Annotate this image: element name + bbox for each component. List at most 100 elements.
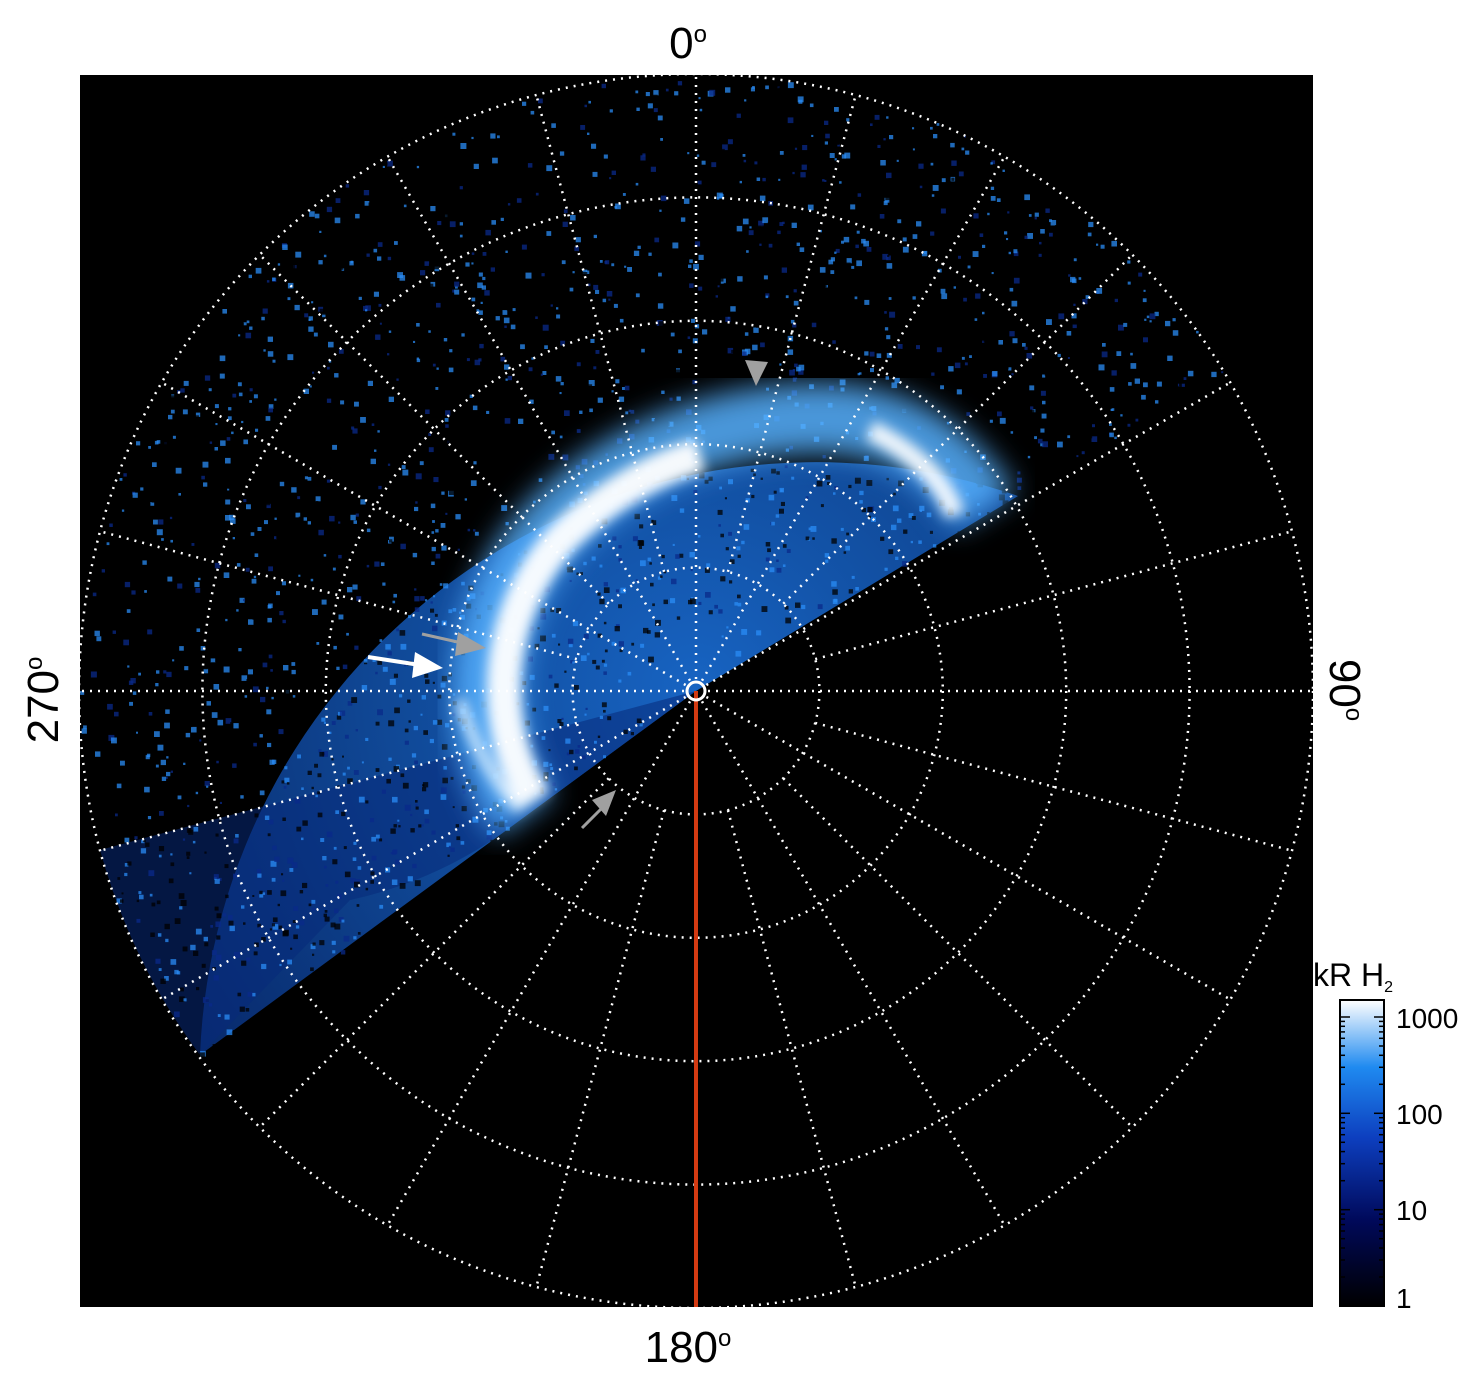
speckle (448, 609, 453, 614)
speckle (253, 951, 258, 956)
speckle (512, 308, 516, 312)
speckle (254, 942, 259, 948)
speckle (243, 599, 246, 602)
speckle (133, 829, 137, 834)
speckle (854, 107, 859, 113)
speckle (250, 712, 254, 716)
speckle (393, 511, 399, 517)
speckle (271, 877, 276, 882)
speckle (217, 719, 224, 726)
speckle (888, 297, 892, 300)
speckle (690, 598, 696, 605)
speckle (658, 321, 665, 327)
speckle (749, 240, 753, 244)
grid-ring (77, 72, 1315, 1310)
speckle (318, 529, 324, 536)
speckle (731, 168, 736, 173)
speckle (975, 175, 978, 178)
speckle (1013, 249, 1018, 254)
speckle (416, 357, 419, 360)
speckle (246, 504, 251, 510)
speckle (215, 921, 221, 927)
speckle (720, 389, 724, 393)
speckle (839, 181, 842, 184)
colorbar-title: kR H2 (1313, 957, 1393, 996)
speckle (193, 950, 199, 956)
speckle (975, 393, 978, 397)
speckle (291, 862, 298, 868)
speckle (467, 429, 474, 435)
speckle (464, 498, 467, 501)
speckle (276, 534, 281, 539)
speckle (321, 599, 327, 605)
speckle (287, 297, 291, 301)
speckle (199, 530, 203, 534)
speckle (861, 507, 866, 513)
speckle (431, 317, 437, 324)
speckle (542, 371, 547, 375)
speckle (997, 411, 1002, 417)
speckle (319, 308, 326, 315)
speckle (896, 159, 899, 162)
speckle (1076, 455, 1079, 458)
speckle (380, 562, 385, 566)
speckle (662, 81, 669, 87)
speckle (1071, 278, 1077, 284)
speckle (627, 267, 632, 272)
speckle (325, 468, 329, 473)
speckle (215, 443, 219, 447)
speckle (1038, 253, 1042, 257)
speckle (877, 144, 881, 148)
speckle (876, 353, 882, 358)
speckle (287, 354, 294, 361)
speckle (127, 677, 132, 682)
speckle (530, 744, 534, 748)
speckle (809, 103, 814, 108)
speckle (368, 202, 374, 208)
speckle (1067, 357, 1070, 359)
speckle (407, 876, 413, 882)
speckle (387, 463, 391, 466)
speckle (307, 310, 311, 314)
speckle (106, 542, 110, 546)
speckle (415, 804, 418, 807)
speckle (1123, 322, 1128, 327)
speckle (398, 825, 401, 828)
speckle (150, 932, 155, 937)
speckle (543, 705, 549, 711)
speckle (489, 219, 492, 222)
speckle (261, 316, 265, 321)
speckle (202, 997, 209, 1003)
speckle (381, 475, 385, 478)
speckle (550, 608, 555, 613)
speckle (854, 477, 861, 484)
speckle (213, 874, 219, 880)
speckle (470, 315, 475, 320)
speckle (846, 258, 852, 264)
speckle (1024, 285, 1031, 292)
speckle (335, 198, 341, 203)
speckle (524, 720, 530, 726)
speckle (193, 680, 197, 683)
speckle (317, 791, 321, 795)
speckle (373, 248, 378, 253)
speckle (268, 819, 274, 825)
speckle (631, 642, 635, 646)
speckle (690, 569, 693, 572)
speckle (323, 721, 326, 724)
speckle (225, 894, 229, 899)
speckle (374, 449, 377, 452)
speckle (311, 786, 314, 790)
speckle (1187, 370, 1194, 377)
speckle (183, 998, 187, 1002)
speckle (429, 575, 433, 580)
speckle (1120, 414, 1123, 417)
speckle (332, 444, 337, 450)
speckle (1096, 288, 1103, 294)
speckle (1050, 220, 1057, 226)
speckle (158, 968, 162, 971)
speckle (211, 611, 215, 615)
speckle (286, 782, 290, 785)
speckle (759, 126, 762, 129)
speckle (1141, 394, 1146, 400)
